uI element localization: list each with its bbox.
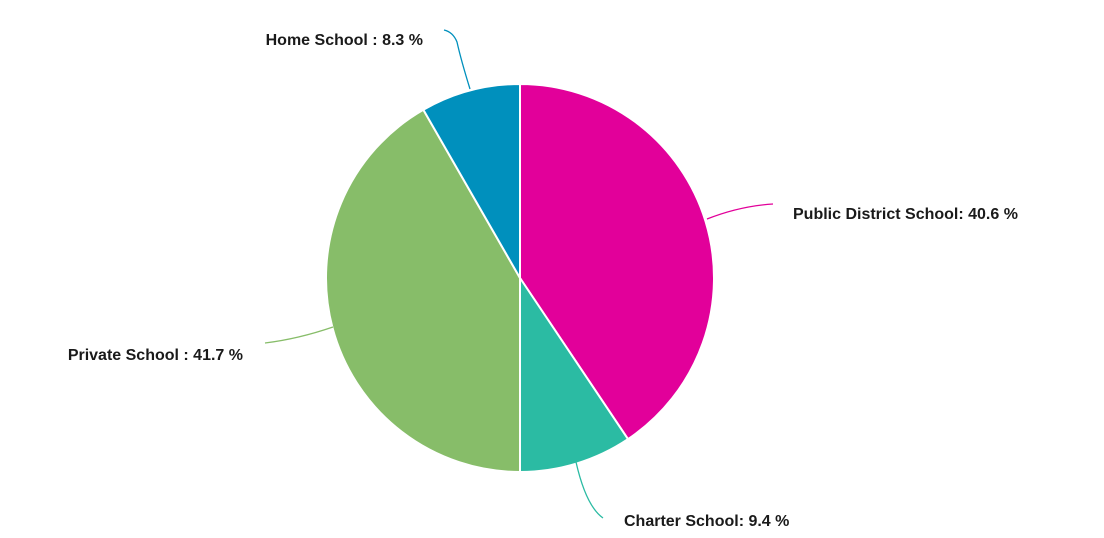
leader-lines (264, 29, 774, 519)
data-labels: Public District School: 40.6 % Charter Sc… (68, 32, 1018, 530)
data-label-charter-school: Charter School: 9.4 % (624, 513, 789, 530)
pie-slice-private-school[interactable] (325, 108, 521, 474)
data-label-home-school: Home School : 8.3 % (266, 32, 423, 49)
pie-slices (325, 82, 715, 474)
leader-line-home-school (443, 29, 471, 90)
pie-slice-home-school[interactable] (421, 82, 521, 282)
data-label-public-district-school: Public District School: 40.6 % (793, 206, 1018, 223)
pie-slice-public-district-school[interactable] (519, 82, 715, 441)
data-label-private-school: Private School : 41.7 % (68, 347, 243, 364)
leader-line-private-school (264, 326, 334, 344)
leader-line-public-district-school (706, 203, 774, 220)
leader-line-charter-school (575, 461, 604, 519)
